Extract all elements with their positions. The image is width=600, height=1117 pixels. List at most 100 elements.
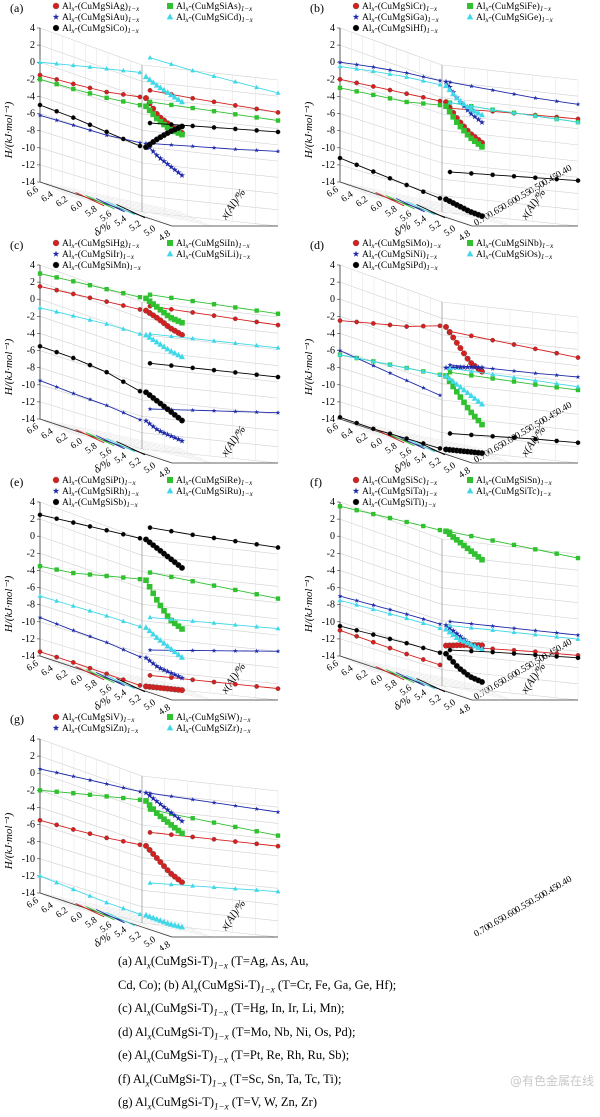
data-point xyxy=(354,319,360,325)
data-point xyxy=(137,417,143,422)
data-point xyxy=(171,349,178,356)
data-point xyxy=(437,621,443,627)
data-point xyxy=(468,110,475,117)
h-tick-label: -8 xyxy=(27,837,35,848)
data-point xyxy=(175,651,182,657)
data-point xyxy=(464,639,471,646)
data-point xyxy=(468,103,474,108)
data-point xyxy=(337,59,343,65)
data-point xyxy=(471,107,478,114)
gridline xyxy=(39,638,143,670)
data-point xyxy=(490,371,496,377)
data-point xyxy=(211,884,217,890)
h-tick-label: -2 xyxy=(327,74,335,85)
data-point xyxy=(190,618,196,623)
data-point xyxy=(120,326,126,331)
data-point xyxy=(554,634,560,639)
h-tick-label: -6 xyxy=(327,109,335,120)
data-point xyxy=(168,306,174,312)
data-point xyxy=(254,147,260,153)
gridline xyxy=(39,738,143,777)
data-point xyxy=(142,789,150,796)
gridline xyxy=(344,658,488,689)
data-point xyxy=(437,195,443,201)
floor-projection xyxy=(95,672,125,687)
data-point xyxy=(179,123,185,130)
data-point xyxy=(179,564,185,571)
data-point xyxy=(468,625,474,630)
data-point xyxy=(450,90,457,97)
delta-tick-label: 4.8 xyxy=(457,703,473,718)
data-point xyxy=(52,13,60,20)
data-point xyxy=(157,84,164,91)
data-point xyxy=(554,438,560,444)
delta-axis xyxy=(39,892,173,938)
data-point xyxy=(254,541,260,547)
z-axis-title: x(Al)/% xyxy=(218,187,248,223)
data-point xyxy=(146,420,153,427)
data-point xyxy=(466,250,474,257)
data-point xyxy=(420,368,426,374)
data-point xyxy=(420,616,426,622)
data-point xyxy=(120,785,126,790)
data-point xyxy=(120,618,126,623)
data-point xyxy=(147,525,153,530)
h-tick-label: -14 xyxy=(22,177,35,188)
data-point xyxy=(190,310,196,315)
data-point xyxy=(54,81,59,87)
floor-projection xyxy=(375,429,405,444)
delta-tick-label: 6.4 xyxy=(40,190,56,205)
h-tick-label: 4 xyxy=(330,497,335,508)
data-point xyxy=(52,498,60,506)
data-point xyxy=(532,346,538,352)
gridline xyxy=(39,367,143,401)
data-point xyxy=(370,321,376,326)
data-point xyxy=(352,239,360,247)
gridline xyxy=(39,401,143,433)
data-point xyxy=(352,498,360,506)
data-point xyxy=(104,573,109,579)
data-point xyxy=(447,643,453,649)
data-point xyxy=(168,832,174,838)
h-tick-label: 0 xyxy=(30,294,35,305)
data-point xyxy=(153,663,160,669)
data-point xyxy=(511,651,517,656)
data-point xyxy=(450,378,457,384)
data-point xyxy=(71,279,76,284)
delta-axis xyxy=(39,655,173,701)
delta-tick-label: 6.4 xyxy=(340,427,356,442)
gridline xyxy=(339,44,443,82)
data-point xyxy=(464,355,471,362)
data-point xyxy=(143,798,149,804)
data-point xyxy=(232,370,238,375)
data-point xyxy=(171,648,178,655)
gridline xyxy=(339,655,483,687)
delta-tick-label: 6.4 xyxy=(340,190,356,205)
legend-label: Alx-(CuMgSiNi)1−x xyxy=(362,249,438,261)
data-point xyxy=(157,665,164,671)
data-point xyxy=(533,547,538,552)
data-point xyxy=(175,318,182,324)
data-point xyxy=(150,111,156,118)
data-point xyxy=(120,67,126,73)
data-point xyxy=(120,136,126,142)
data-point xyxy=(511,379,517,384)
data-point xyxy=(387,607,393,612)
data-point xyxy=(442,364,450,371)
data-point xyxy=(420,645,426,651)
data-point xyxy=(121,795,126,801)
data-point xyxy=(450,534,456,540)
data-point xyxy=(146,802,153,808)
data-point xyxy=(437,102,443,108)
h-tick-label: -8 xyxy=(27,363,35,374)
chart-panel: (c)420-2-4-6-8-10-12-146.6 6.4 6.2 6.0 5.8 5.… xyxy=(3,238,574,481)
h-tick-label: -6 xyxy=(27,109,35,120)
data-point xyxy=(87,633,93,639)
data-point xyxy=(164,345,171,352)
data-point xyxy=(137,623,143,629)
data-point xyxy=(87,362,93,368)
data-point xyxy=(387,87,393,93)
data-point xyxy=(457,97,464,104)
legend-label: Alx-(CuMgSiOs)1−x xyxy=(476,249,553,261)
data-point xyxy=(211,108,217,114)
